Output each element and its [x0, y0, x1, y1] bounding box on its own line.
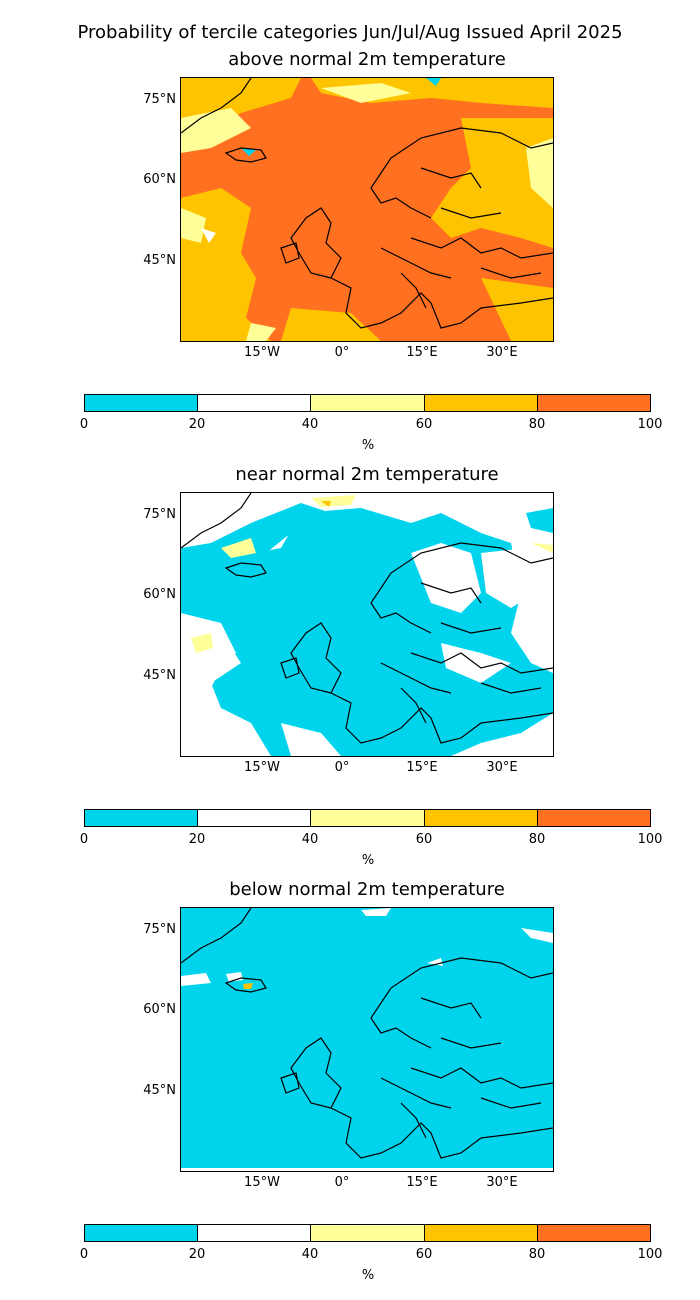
- map-below-normal: [180, 907, 554, 1172]
- colorbar-segment: [198, 1225, 312, 1241]
- lon-tick-label: 15°E: [406, 345, 438, 360]
- colorbar: [84, 1224, 651, 1242]
- colorbar-tick: 40: [301, 832, 319, 847]
- lat-tick-label: 45°N: [143, 253, 176, 268]
- panel-title: above normal 2m temperature: [228, 49, 506, 70]
- lon-tick-label: 0°: [334, 760, 350, 775]
- lat-tick-label: 60°N: [143, 172, 176, 187]
- map-above-normal: [180, 77, 554, 342]
- colorbar-tick: 80: [528, 1247, 546, 1262]
- lon-tick-label: 30°E: [486, 1175, 518, 1190]
- panel-above-normal: above normal 2m temperature: [0, 49, 700, 453]
- map-near-normal: [180, 492, 554, 757]
- lat-tick-label: 75°N: [143, 922, 176, 937]
- lon-tick-label: 30°E: [486, 345, 518, 360]
- lat-tick-label: 45°N: [143, 1083, 176, 1098]
- colorbar-segment: [537, 810, 651, 826]
- lon-tick-label: 0°: [334, 1175, 350, 1190]
- colorbar-segment: [424, 1225, 538, 1241]
- colorbar-tick: 0: [79, 1247, 89, 1262]
- colorbar-segment: [311, 395, 425, 411]
- lon-tick-label: 0°: [334, 345, 350, 360]
- colorbar-tick: 40: [301, 417, 319, 432]
- figure-title: Probability of tercile categories Jun/Ju…: [77, 22, 623, 43]
- colorbar-segment: [198, 395, 312, 411]
- colorbar-tick: 100: [637, 417, 663, 432]
- colorbar-tick: 20: [188, 832, 206, 847]
- colorbar-unit: %: [361, 1268, 375, 1283]
- colorbar-tick: 60: [415, 832, 433, 847]
- colorbar-unit: %: [361, 853, 375, 868]
- colorbar-tick: 40: [301, 1247, 319, 1262]
- panel-title: below normal 2m temperature: [229, 879, 505, 900]
- colorbar-tick: 20: [188, 417, 206, 432]
- panel-near-normal: near normal 2m temperature: [0, 464, 700, 868]
- colorbar-tick: 80: [528, 417, 546, 432]
- lat-tick-label: 45°N: [143, 668, 176, 683]
- colorbar-tick: 20: [188, 1247, 206, 1262]
- colorbar-tick: 100: [637, 832, 663, 847]
- lat-tick-label: 60°N: [143, 1002, 176, 1017]
- colorbar-tick: 0: [79, 832, 89, 847]
- lon-tick-label: 15°W: [244, 345, 280, 360]
- colorbar-segment: [311, 810, 425, 826]
- colorbar-segment: [85, 1225, 199, 1241]
- colorbar-segment: [85, 810, 199, 826]
- colorbar-tick: 80: [528, 832, 546, 847]
- colorbar-tick: 0: [79, 417, 89, 432]
- lon-tick-label: 15°E: [406, 1175, 438, 1190]
- lon-tick-label: 15°E: [406, 760, 438, 775]
- colorbar-segment: [537, 1225, 651, 1241]
- colorbar-unit: %: [361, 438, 375, 453]
- colorbar-tick: 60: [415, 1247, 433, 1262]
- colorbar-segment: [424, 810, 538, 826]
- lat-tick-label: 75°N: [143, 507, 176, 522]
- lat-tick-label: 75°N: [143, 92, 176, 107]
- colorbar-tick: 100: [637, 1247, 663, 1262]
- colorbar-segment: [537, 395, 651, 411]
- lat-tick-label: 60°N: [143, 587, 176, 602]
- colorbar-segment: [198, 810, 312, 826]
- colorbar-tick: 60: [415, 417, 433, 432]
- panel-below-normal: below normal 2m temperature: [0, 879, 700, 1283]
- colorbar-segment: [424, 395, 538, 411]
- lon-tick-label: 15°W: [244, 760, 280, 775]
- lon-tick-label: 30°E: [486, 760, 518, 775]
- colorbar-segment: [311, 1225, 425, 1241]
- lon-tick-label: 15°W: [244, 1175, 280, 1190]
- panel-title: near normal 2m temperature: [235, 464, 499, 485]
- colorbar: [84, 809, 651, 827]
- colorbar-segment: [85, 395, 199, 411]
- colorbar: [84, 394, 651, 412]
